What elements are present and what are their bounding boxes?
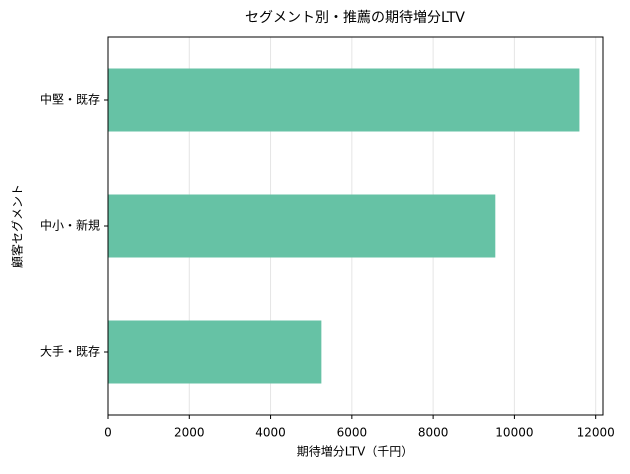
x-tick-label: 6000 — [337, 426, 368, 440]
x-tick-label: 2000 — [174, 426, 205, 440]
x-tick-label: 10000 — [495, 426, 533, 440]
y-tick-label: 中堅・既存 — [40, 92, 100, 107]
y-tick-label: 大手・既存 — [40, 345, 100, 359]
x-axis-label: 期待増分LTV（千円） — [297, 445, 414, 459]
y-tick-label: 中小・新規 — [40, 218, 100, 233]
y-axis-label: 顧客セグメント — [10, 184, 25, 268]
bar — [108, 68, 580, 132]
x-tick-label: 0 — [104, 426, 112, 440]
x-tick-label: 8000 — [418, 426, 449, 440]
x-tick-label: 12000 — [577, 426, 615, 440]
bar — [108, 194, 496, 258]
bar — [108, 320, 322, 384]
chart-title: セグメント別・推薦の期待増分LTV — [245, 10, 465, 26]
x-tick-label: 4000 — [255, 426, 286, 440]
plot-frame — [107, 36, 604, 416]
